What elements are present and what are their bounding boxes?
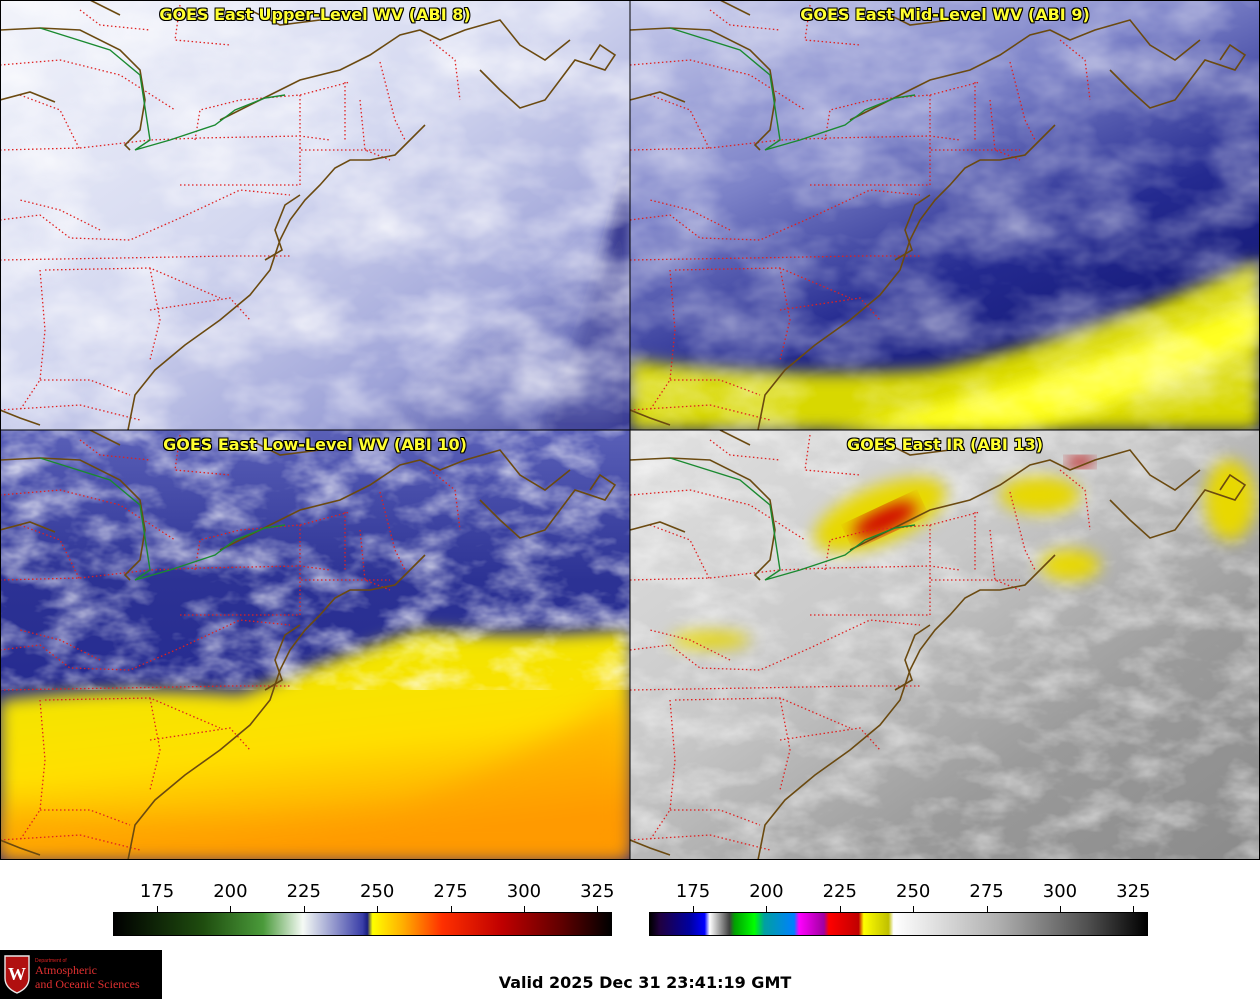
wv-tick-label: 325 <box>580 881 615 902</box>
ir-tick-label: 325 <box>1116 881 1151 902</box>
ir-image <box>630 430 1260 860</box>
ir-tick-mark <box>693 906 695 912</box>
wv-tick-mark <box>157 906 159 912</box>
wv-tick-mark <box>597 906 599 912</box>
wv-colorbar <box>113 912 612 936</box>
wv-tick-label: 175 <box>139 881 175 902</box>
mid-level-wv-image <box>630 0 1260 430</box>
svg-text:W: W <box>8 964 26 984</box>
wv-tick-label: 225 <box>286 881 321 902</box>
ir-colorbar <box>649 912 1148 936</box>
panel-title: GOES East Low-Level WV (ABI 10) <box>163 435 467 454</box>
wv-tick-label: 275 <box>433 881 468 902</box>
ir-tick-mark <box>986 906 988 912</box>
ir-tick-label: 200 <box>749 881 784 902</box>
ir-tick-label: 275 <box>969 881 1004 902</box>
ir-tick-mark <box>913 906 915 912</box>
wv-tick-label: 200 <box>213 881 248 902</box>
ir-tick-mark <box>1059 906 1061 912</box>
ir-tick-label: 175 <box>675 881 711 902</box>
uw-shield-icon: W <box>4 955 30 994</box>
panel-upper-level-wv: GOES East Upper-Level WV (ABI 8) <box>0 0 630 430</box>
wv-tick-mark <box>303 906 305 912</box>
low-level-wv-image <box>0 430 630 860</box>
ir-tick-label: 250 <box>895 881 931 902</box>
logo-dept: Department of <box>35 958 67 964</box>
wv-tick-mark <box>450 906 452 912</box>
upper-level-wv-image <box>0 0 630 430</box>
ir-tick-mark <box>839 906 841 912</box>
panel-ir: GOES East IR (ABI 13) <box>630 430 1260 860</box>
wv-tick-label: 250 <box>359 881 395 902</box>
panel-title: GOES East Upper-Level WV (ABI 8) <box>159 5 471 24</box>
ir-tick-mark <box>766 906 768 912</box>
wv-tick-mark <box>230 906 232 912</box>
panel-title: GOES East Mid-Level WV (ABI 9) <box>800 5 1090 24</box>
wv-tick-mark <box>377 906 379 912</box>
logo-line1: Atmospheric <box>35 963 97 977</box>
valid-time: Valid 2025 Dec 31 23:41:19 GMT <box>498 973 792 992</box>
wv-tick-label: 300 <box>506 881 542 902</box>
wv-tick-mark <box>523 906 525 912</box>
ir-tick-label: 225 <box>822 881 857 902</box>
aos-logo: W Department of Atmospheric and Oceanic … <box>0 950 162 999</box>
ir-tick-label: 300 <box>1042 881 1078 902</box>
logo-line2: and Oceanic Sciences <box>35 977 140 991</box>
ir-tick-mark <box>1133 906 1135 912</box>
panel-title: GOES East IR (ABI 13) <box>846 435 1044 454</box>
panel-mid-level-wv: GOES East Mid-Level WV (ABI 9) <box>630 0 1260 430</box>
panel-low-level-wv: GOES East Low-Level WV (ABI 10) <box>0 430 630 860</box>
